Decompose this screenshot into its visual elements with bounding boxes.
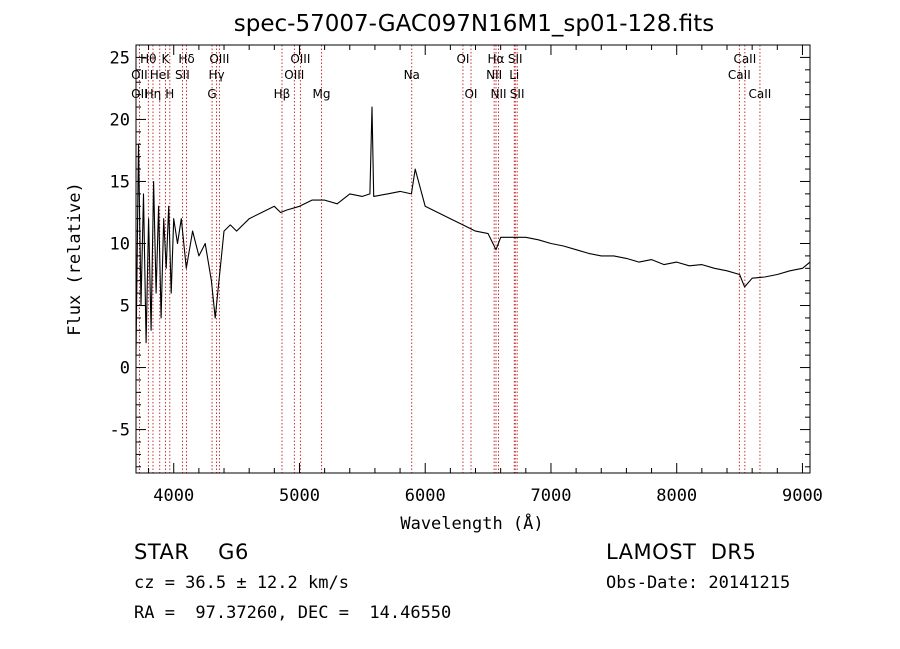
y-tick-label: 10 (110, 234, 130, 254)
y-tick-label: 15 (110, 172, 130, 192)
spectral-line-label: Hβ (274, 87, 291, 101)
sky-coordinates: RA = 97.37260, DEC = 14.46550 (134, 603, 452, 623)
spectral-line-label: CaII (728, 68, 751, 82)
redshift-velocity: cz = 36.5 ± 12.2 km/s (134, 573, 349, 593)
spectral-line-label: OIII (209, 52, 229, 66)
x-axis-label: Wavelength (Å) (400, 512, 543, 534)
spectral-line-label: Hγ (209, 68, 225, 82)
spectral-line-label: OII (131, 68, 148, 82)
spectral-line-label: Hθ (140, 52, 156, 66)
spectral-line-label: OIII (284, 68, 304, 82)
spectral-line-label: OII (131, 87, 148, 101)
spectral-line-label: G (207, 87, 216, 101)
spectral-line-label: SII (175, 68, 190, 82)
spectrum-series-line (135, 106, 811, 356)
observation-date: Obs-Date: 20141215 (606, 573, 791, 593)
x-tick-label: 8000 (656, 486, 697, 506)
x-tick-label: 4000 (153, 486, 194, 506)
series-layer (135, 106, 811, 356)
spectral-lines (138, 45, 761, 473)
y-tick-label: -5 (110, 421, 130, 441)
spectral-line-label: Mg (312, 87, 330, 101)
spectral-line-label: NII (486, 68, 502, 82)
spectral-line-label: SII (508, 52, 523, 66)
spectral-line-label: NII (490, 87, 506, 101)
spectral-line-label: Li (509, 68, 519, 82)
object-type: STAR G6 (134, 540, 249, 564)
spectral-line-label: K (161, 52, 170, 66)
y-tick-label: 0 (120, 359, 130, 379)
y-axis-label: Flux (relative) (65, 182, 85, 336)
spectral-line-label: Hδ (178, 52, 194, 66)
y-tick-label: 25 (110, 48, 130, 68)
x-tick-label: 6000 (405, 486, 446, 506)
spectral-line-label: SII (510, 87, 525, 101)
spectral-line-label: CaII (749, 87, 772, 101)
spectral-line-label: HeI (150, 68, 170, 82)
x-tick-label: 7000 (530, 486, 571, 506)
spectral-line-label: Hα (488, 52, 505, 66)
spectral-line-label: OI (456, 52, 469, 66)
chart-title: spec-57007-GAC097N16M1_sp01-128.fits (234, 11, 714, 37)
spectral-line-label: CaII (733, 52, 756, 66)
plot-frame (135, 44, 811, 474)
x-tick-label: 5000 (279, 486, 320, 506)
spectral-line-label: OI (464, 87, 477, 101)
spectral-line-label: Na (404, 68, 420, 82)
survey-release: LAMOST DR5 (606, 540, 757, 564)
y-tick-label: 20 (110, 110, 130, 130)
y-tick-label: 5 (120, 297, 130, 317)
spectral-line-label: OIII (290, 52, 310, 66)
axis-ticks: 4000 5000 6000 7000 8000 9000 -5 0 5 10 15 20 25 (110, 44, 823, 506)
spectral-line-label: H (165, 87, 174, 101)
spectral-line-label: Hη (145, 87, 162, 101)
x-tick-label: 9000 (782, 486, 823, 506)
